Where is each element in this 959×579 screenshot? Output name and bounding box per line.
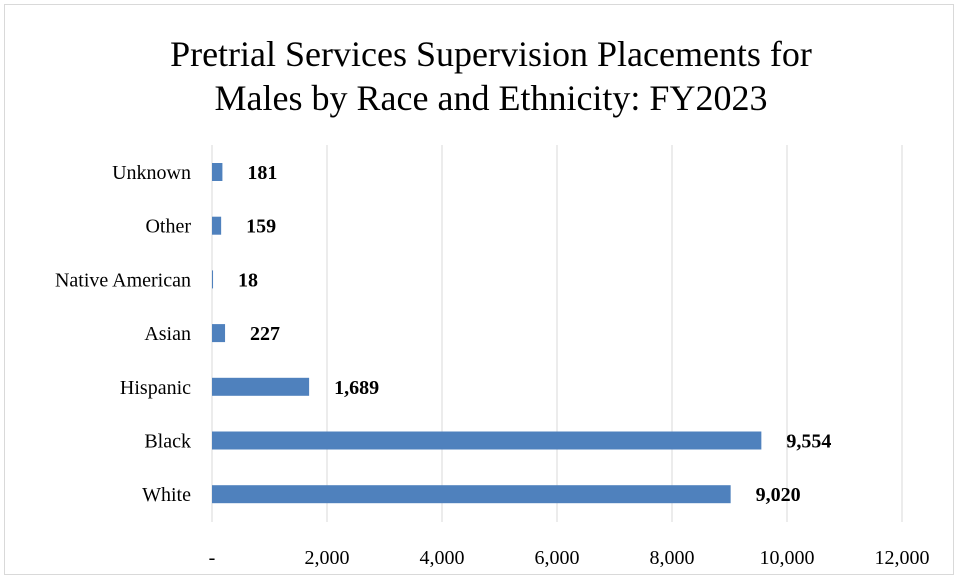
gridlines [211, 145, 903, 522]
bar-chart: Pretrial Services Supervision Placements… [55, 34, 930, 569]
chart-title-line-1: Pretrial Services Supervision Placements… [170, 34, 812, 74]
category-label: Unknown [112, 162, 191, 184]
bar-other [212, 216, 222, 235]
x-tick-label: 4,000 [420, 547, 465, 569]
bars [212, 163, 762, 504]
category-labels: Unknown Other Native American Asian Hispanic… [55, 162, 191, 506]
x-tick-label: 12,000 [875, 547, 930, 569]
chart-title: Pretrial Services Supervision Placements… [170, 34, 812, 118]
category-label: Other [145, 216, 191, 238]
chart-title-line-2: Males by Race and Ethnicity: FY2023 [215, 78, 768, 118]
bar-hispanic [212, 377, 310, 396]
data-label: 181 [247, 162, 277, 184]
data-label: 159 [246, 216, 276, 238]
bar-native-american [212, 270, 214, 289]
bar-unknown [212, 163, 223, 181]
bar-asian [212, 324, 226, 343]
category-label: White [142, 484, 191, 506]
category-label: Asian [144, 323, 191, 345]
x-tick-label: 6,000 [535, 547, 580, 569]
data-label: 18 [238, 269, 258, 291]
bar-black [212, 431, 762, 450]
x-tick-label: 2,000 [305, 547, 350, 569]
x-axis-tick-labels: - 2,000 4,000 6,000 8,000 10,000 12,000 [209, 547, 930, 569]
data-label: 227 [250, 323, 280, 345]
data-labels: 181 159 18 227 1,689 9,554 9,020 [238, 162, 831, 506]
data-label: 9,020 [756, 484, 801, 506]
data-label: 9,554 [786, 431, 831, 453]
category-label: Hispanic [120, 377, 191, 399]
x-tick-label: 10,000 [760, 547, 815, 569]
chart-frame: Pretrial Services Supervision Placements… [4, 4, 954, 575]
category-label: Black [144, 431, 191, 453]
x-tick-label: 8,000 [650, 547, 695, 569]
data-label: 1,689 [334, 377, 379, 399]
x-tick-label: - [209, 547, 216, 569]
bar-white [212, 485, 731, 504]
category-label: Native American [55, 269, 191, 291]
